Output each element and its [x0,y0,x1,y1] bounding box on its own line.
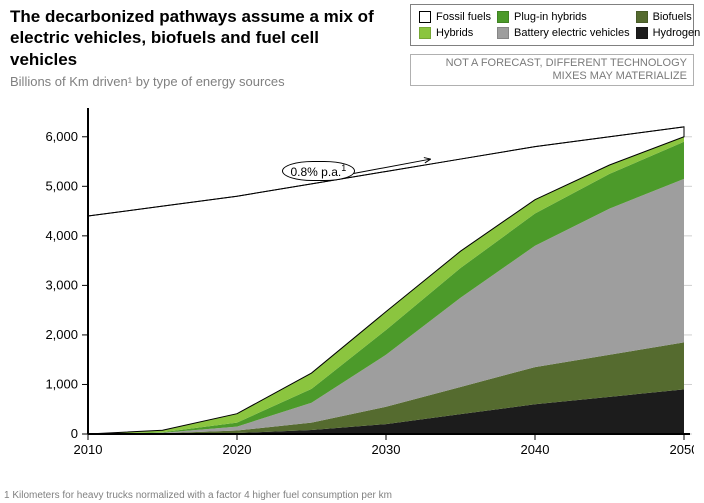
x-tick-label: 2030 [372,442,401,457]
legend-item: Hybrids [419,27,491,39]
legend-item: Battery electric vehicles [497,27,630,39]
legend-label: Biofuels [653,11,692,23]
legend-swatch [497,27,509,39]
legend-item: Plug-in hybrids [497,11,630,23]
y-tick-label: 1,000 [45,376,78,391]
footnote: 1 Kilometers for heavy trucks normalized… [4,490,392,501]
x-tick-label: 2010 [74,442,103,457]
legend-label: Hydrogen [653,27,701,39]
legend-swatch [497,11,509,23]
legend-label: Battery electric vehicles [514,27,630,39]
x-tick-label: 2050 [670,442,694,457]
legend-item: Hydrogen [636,27,701,39]
legend-swatch [419,27,431,39]
y-tick-label: 5,000 [45,178,78,193]
legend-label: Hybrids [436,27,473,39]
y-tick-label: 2,000 [45,327,78,342]
legend-item: Biofuels [636,11,701,23]
chart-subtitle: Billions of Km driven¹ by type of energy… [10,74,390,89]
legend-label: Fossil fuels [436,11,491,23]
growth-annotation: 0.8% p.a.1 [282,161,356,181]
legend-label: Plug-in hybrids [514,11,587,23]
legend-swatch [636,27,648,39]
y-tick-label: 0 [71,426,78,441]
stacked-area-chart: 0 1,000 2,000 3,000 4,000 5,000 6,000 2010 2020 2… [10,104,694,464]
y-tick-label: 4,000 [45,228,78,243]
legend-swatch [419,11,431,23]
legend-item: Fossil fuels [419,11,491,23]
annotation-text: 0.8% p.a. [291,165,342,179]
disclaimer-text: NOT A FORECAST, DIFFERENT TECHNOLOGY MIX… [410,54,694,86]
annotation-sup: 1 [341,163,346,173]
y-tick-label: 6,000 [45,129,78,144]
y-tick-label: 3,000 [45,277,78,292]
x-tick-label: 2040 [521,442,550,457]
chart-title: The decarbonized pathways assume a mix o… [10,6,390,70]
legend-swatch [636,11,648,23]
legend: Fossil fuels Plug-in hybrids Biofuels Hybri… [410,4,694,46]
x-tick-label: 2020 [223,442,252,457]
